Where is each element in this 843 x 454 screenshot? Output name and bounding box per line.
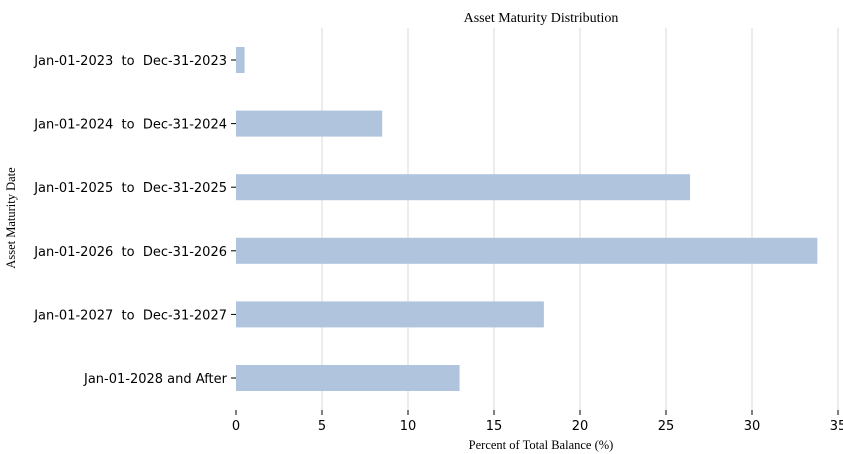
bar [236,47,245,73]
x-tick-label: 30 [744,419,761,434]
x-tick-label: 15 [486,419,503,434]
y-tick-label: Jan-01-2023 to Dec-31-2023 [33,54,227,69]
y-tick-label: Jan-01-2028 and After [83,372,228,387]
bar [236,110,383,137]
bar [236,237,818,264]
x-tick-label: 0 [232,419,240,434]
gridlines [321,28,839,410]
y-tick-label: Jan-01-2026 to Dec-31-2026 [33,245,227,260]
x-axis-ticks: 0 5 10 15 20 25 30 35 [232,410,843,434]
y-tick-label: Jan-01-2025 to Dec-31-2025 [33,181,227,196]
y-axis-ticks: Jan-01-2023 to Dec-31-2023 Jan-01-2024 to… [33,54,236,387]
bar [236,365,460,391]
y-tick-label: Jan-01-2024 to Dec-31-2024 [33,118,227,133]
x-tick-label: 10 [400,419,417,434]
x-tick-label: 5 [318,419,326,434]
chart-title: Asset Maturity Distribution [464,11,619,26]
x-tick-label: 25 [658,419,675,434]
x-axis-label: Percent of Total Balance (%) [469,438,614,452]
bar [236,174,691,201]
x-tick-label: 35 [830,419,843,434]
y-axis-label: Asset Maturity Date [4,167,18,269]
x-tick-label: 20 [572,419,589,434]
bars [236,47,818,391]
y-tick-label: Jan-01-2027 to Dec-31-2027 [33,308,227,323]
bar [236,301,544,328]
